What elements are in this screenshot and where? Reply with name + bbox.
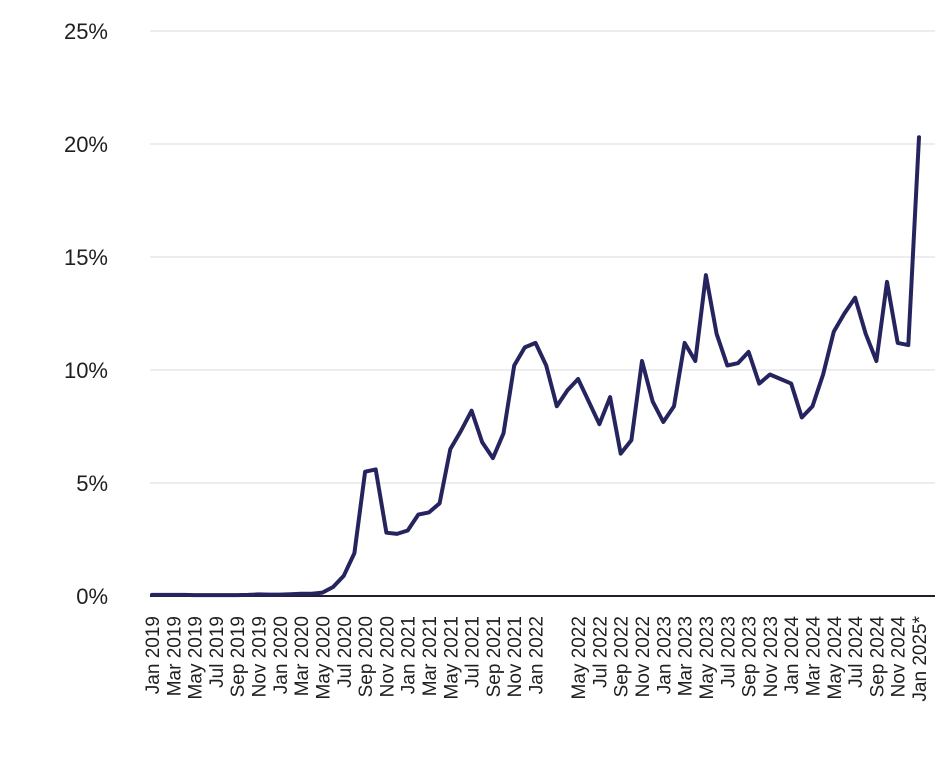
x-tick-label: Jan 2022 [527, 616, 548, 694]
x-tick-label: Mar 2023 [676, 616, 697, 696]
x-tick-label: Jul 2020 [335, 616, 356, 688]
x-tick-label: May 2023 [697, 616, 718, 699]
x-tick-label: Jul 2023 [718, 616, 739, 688]
x-tick-label: Nov 2021 [505, 616, 526, 697]
x-tick-label: Sep 2024 [867, 616, 888, 698]
y-tick-label: 25% [64, 19, 108, 44]
x-axis-tick-labels: Jan 2019 Mar 2019 May 2019 Jul 2019 Sep 2019… [143, 615, 931, 701]
x-tick-label: Sep 2019 [228, 616, 249, 697]
x-tick-label: Sep 2023 [740, 616, 761, 697]
x-tick-label: Mar 2021 [420, 616, 441, 696]
x-tick-label: Jan 2023 [654, 616, 675, 694]
x-tick-label: Jan 2019 [143, 616, 164, 694]
x-tick-label: Nov 2024 [889, 616, 910, 698]
x-tick-label: Jul 2019 [207, 616, 228, 688]
x-tick-label: Nov 2022 [633, 616, 654, 697]
y-tick-label: 20% [64, 132, 108, 157]
x-tick-label: Mar 2020 [292, 616, 313, 696]
x-tick-label: Nov 2023 [761, 616, 782, 697]
x-tick-label: May 2022 [569, 616, 590, 699]
y-tick-label: 0% [76, 584, 108, 609]
x-tick-label: May 2024 [825, 616, 846, 700]
x-tick-label: Nov 2019 [250, 616, 271, 697]
x-tick-label: Jul 2022 [590, 616, 611, 688]
x-tick-label: Mar 2019 [164, 616, 185, 696]
y-axis-tick-labels: 0% 5% 10% 15% 20% 25% [64, 19, 108, 609]
x-tick-label: Jul 2021 [463, 616, 484, 688]
gridlines [150, 30, 935, 484]
x-tick-label: Mar 2024 [803, 616, 824, 697]
x-tick-label: Jan 2020 [271, 616, 292, 694]
x-tick-label: May 2020 [313, 616, 334, 699]
x-tick-label: Jan 2024 [782, 616, 803, 695]
y-tick-label: 10% [64, 358, 108, 383]
x-tick-label: Jan 2021 [399, 616, 420, 694]
x-tick-label: Jan 2025* [910, 615, 931, 701]
series-line [150, 135, 921, 598]
x-tick-label: Nov 2020 [377, 616, 398, 697]
y-tick-label: 5% [76, 471, 108, 496]
x-tick-label: May 2019 [186, 616, 207, 699]
x-tick-label: Sep 2021 [484, 616, 505, 697]
y-tick-label: 15% [64, 245, 108, 270]
x-tick-label: Sep 2022 [612, 616, 633, 697]
x-tick-label: Sep 2020 [356, 616, 377, 697]
x-tick-label: Jul 2024 [846, 616, 867, 688]
x-tick-label: May 2021 [441, 616, 462, 699]
